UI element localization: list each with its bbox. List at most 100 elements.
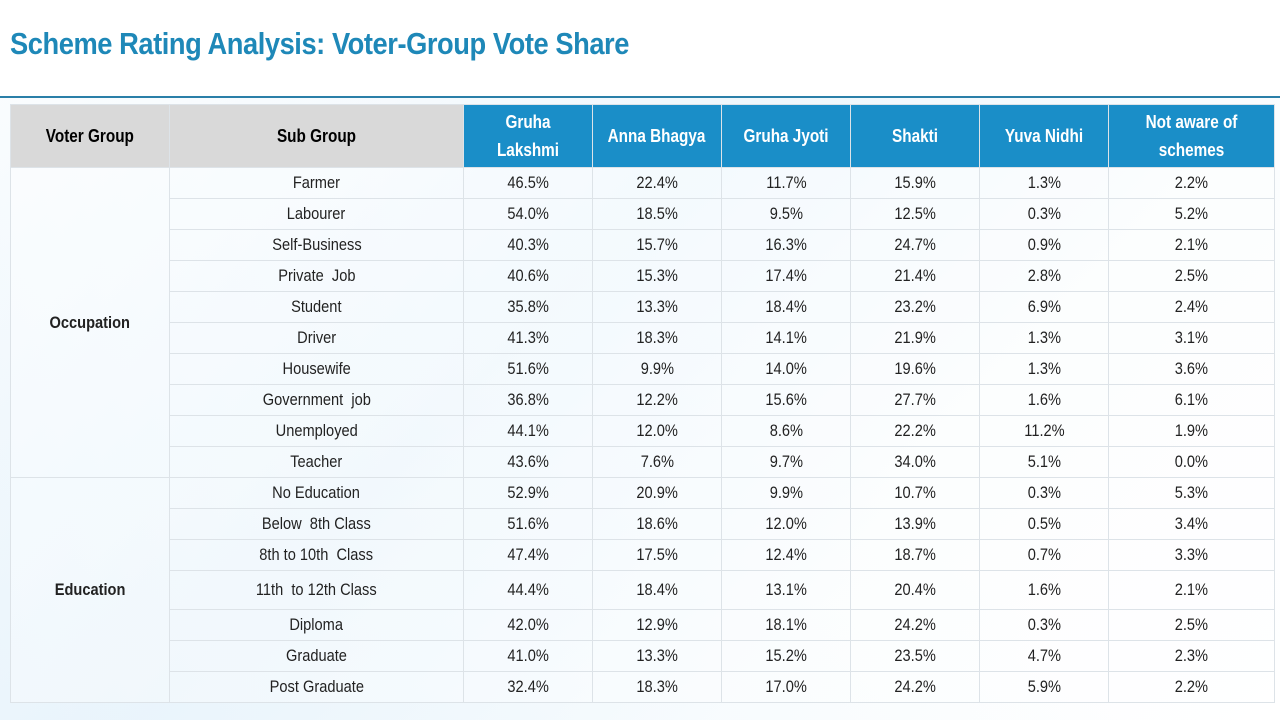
value-cell: 35.8% [463,291,593,323]
sub-group-label: Below 8th Class [262,514,371,533]
value-cell: 18.5% [592,198,722,230]
value-cell: 1.3% [979,167,1109,199]
value-cell: 6.1% [1108,384,1275,416]
value-text: 1.6% [1027,580,1061,599]
sub-group-cell: Housewife [169,353,464,385]
value-cell: 2.8% [979,260,1109,292]
value-text: 18.4% [636,580,678,599]
value-text: 2.4% [1174,297,1209,316]
value-cell: 18.7% [850,539,980,571]
sub-group-cell: Post Graduate [169,671,464,703]
header-anna-bhagya: Anna Bhagya [592,104,722,168]
value-text: 2.1% [1174,235,1209,254]
sub-group-label: Graduate [286,646,347,665]
value-text: 42.0% [507,615,549,634]
value-cell: 12.0% [592,415,722,447]
value-text: 6.1% [1174,390,1209,409]
value-text: 16.3% [765,235,807,254]
sub-group-cell: Teacher [169,446,464,478]
value-cell: 0.3% [979,609,1109,641]
header-not-aware: Not aware of schemes [1108,104,1275,168]
value-text: 3.6% [1174,359,1209,378]
value-text: 15.2% [765,646,807,665]
value-text: 54.0% [507,204,549,223]
table-row: Occupation Farmer 46.5% 22.4% 11.7% 15.9% 1.3%… [10,167,1275,478]
value-cell: 43.6% [463,446,593,478]
value-cell: 2.3% [1108,640,1275,672]
value-cell: 11.2% [979,415,1109,447]
value-cell: 4.7% [979,640,1109,672]
table-row: Self-Business 40.3% 15.7% 16.3% 24.7% 0.9% 2.1… [11,229,1275,261]
sub-group-cell: Government job [169,384,464,416]
sub-group-label: Farmer [292,173,341,192]
value-text: 47.4% [507,545,549,564]
value-text: 3.3% [1174,545,1209,564]
table-row: Post Graduate 32.4% 18.3% 17.0% 24.2% 5.9% 2.2… [11,671,1275,703]
value-cell: 22.2% [850,415,980,447]
sub-group-cell: Graduate [169,640,464,672]
value-cell: 15.3% [592,260,722,292]
value-text: 40.3% [507,235,549,254]
value-text: 5.3% [1174,483,1209,502]
value-cell: 0.9% [979,229,1109,261]
value-text: 51.6% [507,514,549,533]
value-cell: 18.4% [592,570,722,610]
value-cell: 9.9% [721,477,851,509]
value-text: 12.5% [894,204,936,223]
value-cell: 40.3% [463,229,593,261]
sub-group-cell: Driver [169,322,464,354]
value-cell: 1.3% [979,322,1109,354]
value-text: 43.6% [507,452,549,471]
value-cell: 2.5% [1108,609,1275,641]
value-cell: 18.6% [592,508,722,540]
value-text: 2.1% [1174,580,1209,599]
value-cell: 2.2% [1108,671,1275,703]
value-cell: 54.0% [463,198,593,230]
value-text: 24.2% [894,615,936,634]
value-cell: 18.4% [721,291,851,323]
value-text: 11.2% [1023,421,1065,440]
value-text: 22.4% [636,173,678,192]
voter-group-label: Occupation [49,312,131,332]
value-text: 41.3% [507,328,549,347]
value-text: 7.6% [640,452,674,471]
value-text: 15.3% [636,266,678,285]
value-cell: 0.7% [979,539,1109,571]
sub-group-label: Unemployed [275,421,358,440]
voter-group-label: Education [54,580,126,599]
value-cell: 21.4% [850,260,980,292]
table-row: Government job 36.8% 12.2% 15.6% 27.7% 1.6% 6.… [11,384,1275,416]
table-row: Student 35.8% 13.3% 18.4% 23.2% 6.9% 2.4% [11,291,1275,323]
value-cell: 19.6% [850,353,980,385]
value-cell: 0.3% [979,198,1109,230]
value-text: 9.9% [769,483,803,502]
value-cell: 2.5% [1108,260,1275,292]
value-text: 3.1% [1174,328,1209,347]
value-text: 0.0% [1174,452,1209,471]
sub-group-cell: Farmer [169,167,464,199]
value-text: 27.7% [894,390,936,409]
value-text: 1.3% [1027,173,1061,192]
value-text: 13.9% [894,514,936,533]
value-cell: 5.2% [1108,198,1275,230]
value-text: 23.5% [894,646,936,665]
value-cell: 3.3% [1108,539,1275,571]
value-text: 17.5% [636,545,678,564]
header-voter-group: Voter Group [10,104,170,168]
table-row: Teacher 43.6% 7.6% 9.7% 34.0% 5.1% 0.0% [11,446,1275,478]
value-cell: 5.9% [979,671,1109,703]
sub-group-cell: Diploma [169,609,464,641]
sub-group-cell: Labourer [169,198,464,230]
value-cell: 20.4% [850,570,980,610]
value-cell: 2.4% [1108,291,1275,323]
value-text: 9.9% [640,359,674,378]
value-text: 13.3% [636,646,678,665]
value-text: 12.4% [765,545,807,564]
value-text: 20.9% [636,483,678,502]
value-cell: 3.4% [1108,508,1275,540]
value-text: 13.1% [765,580,807,599]
value-cell: 23.5% [850,640,980,672]
header-gruha-jyoti: Gruha Jyoti [721,104,851,168]
value-cell: 18.3% [592,322,722,354]
value-text: 5.9% [1027,677,1061,696]
